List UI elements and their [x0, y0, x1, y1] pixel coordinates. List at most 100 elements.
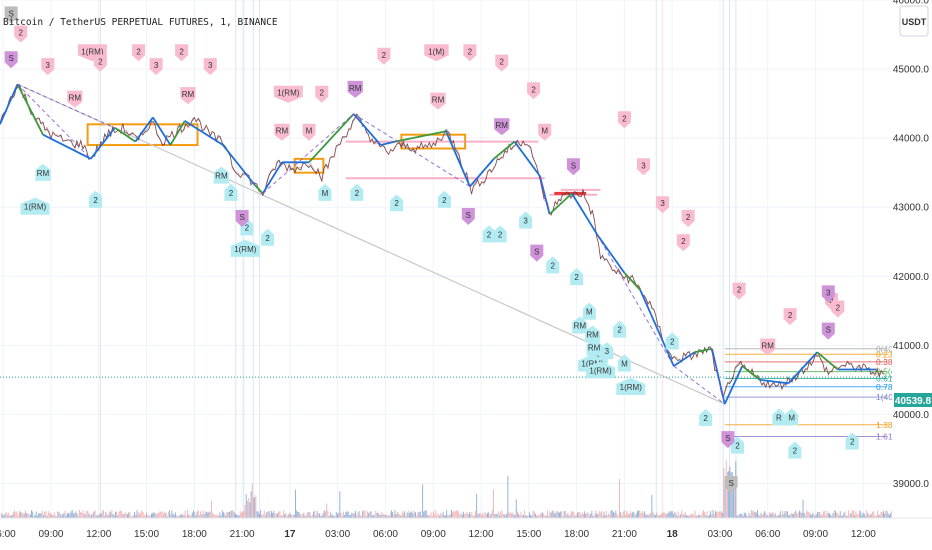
volume-bar: [295, 489, 296, 518]
volume-bar: [399, 514, 401, 518]
volume-bar: [371, 515, 373, 518]
volume-bar: [580, 514, 582, 518]
volume-bar: [777, 515, 779, 518]
volume-bar: [388, 515, 390, 518]
cyan-marker: 2: [788, 441, 802, 459]
volume-bar: [610, 510, 612, 518]
volume-bar: [26, 513, 28, 518]
volume-bar: [349, 515, 350, 518]
retrace-line: [673, 365, 726, 405]
volume-bar: [704, 511, 706, 518]
volume-bar: [65, 515, 67, 518]
volume-bar: [260, 510, 262, 518]
volume-bar: [152, 513, 154, 518]
volume-bar: [368, 512, 370, 518]
cyan-marker: RM: [584, 325, 601, 343]
volume-bar: [583, 513, 584, 518]
volume-bar: [722, 512, 724, 518]
zigzag-segment: [90, 127, 116, 160]
x-tick-label: 09:00: [38, 529, 63, 540]
volume-bar: [701, 512, 703, 518]
volume-bar: [551, 511, 553, 518]
volume-bar: [170, 514, 172, 518]
volume-bar: [472, 515, 474, 518]
marker-label: 1(RM): [581, 359, 604, 368]
volume-bar: [171, 510, 173, 518]
volume-bar: [88, 513, 90, 518]
volume-bar: [519, 514, 521, 518]
volume-bar: [133, 515, 134, 518]
volume-bar: [844, 511, 846, 518]
volume-bar: [789, 514, 791, 518]
volume-bar: [267, 511, 269, 518]
zigzag-segment: [222, 144, 256, 186]
volume-bar: [619, 479, 620, 518]
y-tick-label: 41000.0: [893, 341, 930, 352]
volume-bar: [239, 511, 241, 518]
volume-bar: [464, 514, 466, 518]
volume-bar: [797, 512, 799, 518]
volume-bar: [479, 512, 481, 518]
marker-label: RM: [432, 96, 445, 105]
marker-label: 2: [245, 223, 250, 232]
volume-bar: [266, 512, 268, 518]
volume-bar: [485, 514, 487, 518]
volume-bar: [737, 515, 739, 518]
volume-bar: [83, 513, 85, 518]
volume-bar: [856, 513, 858, 518]
volume-bar: [681, 510, 683, 518]
volume-bar: [226, 512, 228, 518]
volume-bar: [412, 513, 414, 518]
volume-bar: [728, 471, 730, 518]
volume-bar: [289, 512, 290, 518]
time-axis[interactable]: 06:00 09:00 12:00 15:00 18:00 21:00 17 03:00 06:…: [0, 529, 876, 540]
volume-bar: [245, 494, 247, 518]
volume-bar: [653, 514, 655, 518]
volume-bar: [38, 513, 40, 518]
cyan-marker: M: [318, 183, 332, 201]
volume-bar: [59, 513, 61, 518]
purple-marker: S: [4, 51, 18, 69]
volume-bar: [405, 515, 407, 518]
volume-bar: [853, 510, 854, 518]
volume-bar: [169, 510, 170, 518]
volume-bar: [724, 484, 726, 518]
cyan-marker: RM: [572, 316, 588, 334]
volume-bar: [121, 510, 122, 518]
zigzag-segment: [723, 365, 744, 405]
price-axis[interactable]: 46000.0 45000.0 44000.0 43000.0 42000.0 41000…: [893, 0, 930, 490]
volume-bar: [711, 514, 713, 518]
volume-bar: [227, 511, 229, 518]
zigzag-segment: [759, 378, 789, 385]
marker-shape: [637, 158, 651, 176]
cyan-marker: 2: [699, 409, 713, 427]
volume-bar: [503, 514, 505, 518]
price-axis-background[interactable]: [892, 0, 932, 518]
x-tick-label: 12:00: [469, 529, 494, 540]
zigzag-segment: [673, 351, 695, 367]
volume-bar: [755, 512, 757, 518]
zigzag-segment: [308, 113, 355, 163]
volume-bar: [80, 511, 82, 518]
volume-bar: [800, 511, 802, 518]
volume-bar: [333, 515, 335, 518]
volume-bar: [707, 515, 709, 518]
volume-bar: [298, 511, 300, 518]
volume-bar: [313, 511, 314, 518]
volume-bar: [95, 514, 97, 518]
marker-label: 2: [850, 438, 855, 447]
currency-badge[interactable]: [899, 5, 929, 37]
marker-shape: [482, 225, 496, 243]
volume-bar: [575, 514, 577, 518]
volume-bar: [220, 515, 222, 518]
marker-shape: [350, 183, 364, 201]
volume-bar: [112, 513, 114, 518]
volume-bar: [505, 515, 506, 518]
volume-bar: [33, 515, 35, 518]
marker-shape: [530, 244, 544, 262]
purple-marker: S: [235, 210, 249, 228]
pink-marker: 2: [495, 54, 509, 72]
volume-bar: [55, 515, 56, 518]
marker-shape: [538, 123, 552, 141]
